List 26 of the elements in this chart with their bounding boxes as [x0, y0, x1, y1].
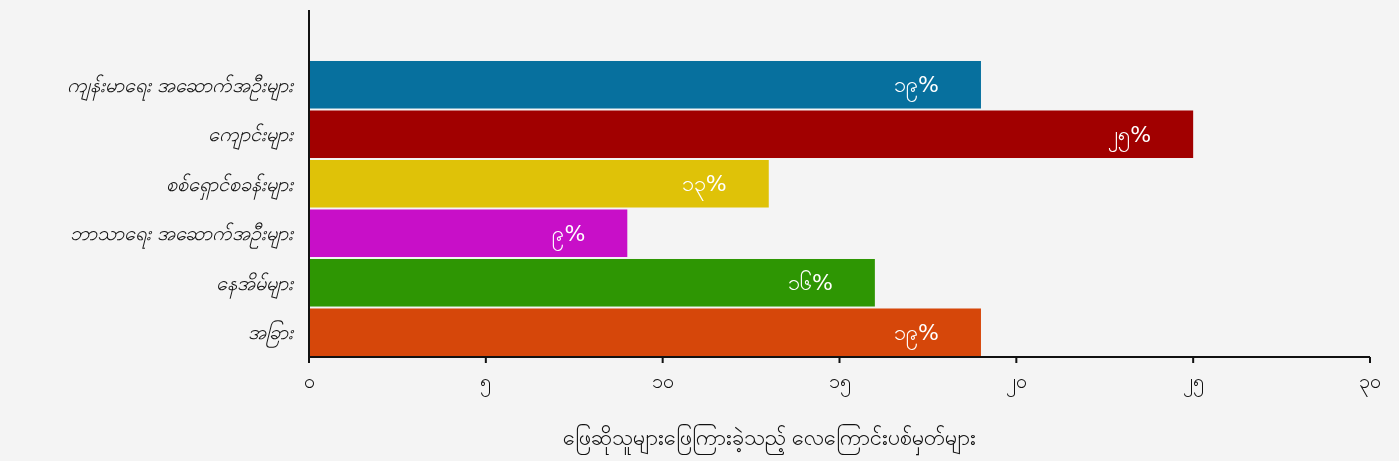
- y-tick-label: ကျောင်းများ: [208, 122, 295, 151]
- data-label: ၉%: [552, 220, 586, 251]
- x-tick-label: ၂၀: [1005, 369, 1027, 397]
- x-tick-label: ၁၀: [651, 369, 674, 393]
- data-label: ၁၉%: [894, 72, 939, 103]
- data-label: ၁၃%: [681, 171, 727, 202]
- y-tick-label: အခြား: [248, 320, 295, 349]
- x-tick-label: ၃၀: [1359, 369, 1381, 397]
- x-tick-label: ၀: [303, 369, 315, 393]
- bar: [309, 209, 628, 258]
- x-tick-label: ၅: [480, 369, 492, 397]
- y-tick-label: ကျန်းမာရေး အဆောက်အဦးများ: [66, 72, 295, 101]
- bar: [309, 308, 981, 357]
- bar: [309, 110, 1194, 159]
- data-label: ၁၆%: [787, 270, 833, 296]
- x-tick-label: ၂၅: [1182, 369, 1204, 397]
- x-axis-title: ဖြေဆိုသူများဖြေကြားခဲ့သည့် လေကြောင်းပစ်မှတ်များ: [562, 423, 977, 456]
- x-tick-label: ၁၅: [828, 369, 851, 397]
- bar: [309, 159, 769, 208]
- bar: [309, 258, 875, 307]
- y-tick-label: နေအိမ်များ: [216, 270, 295, 299]
- bar: [309, 60, 981, 109]
- y-tick-label: ဘာသာရေး အဆောက်အဦးများ: [69, 221, 295, 250]
- data-label: ၁၉%: [894, 319, 939, 350]
- y-tick-label: စစ်ရှောင်စခန်းများ: [166, 171, 295, 200]
- data-label: ၂၅%: [1108, 121, 1152, 152]
